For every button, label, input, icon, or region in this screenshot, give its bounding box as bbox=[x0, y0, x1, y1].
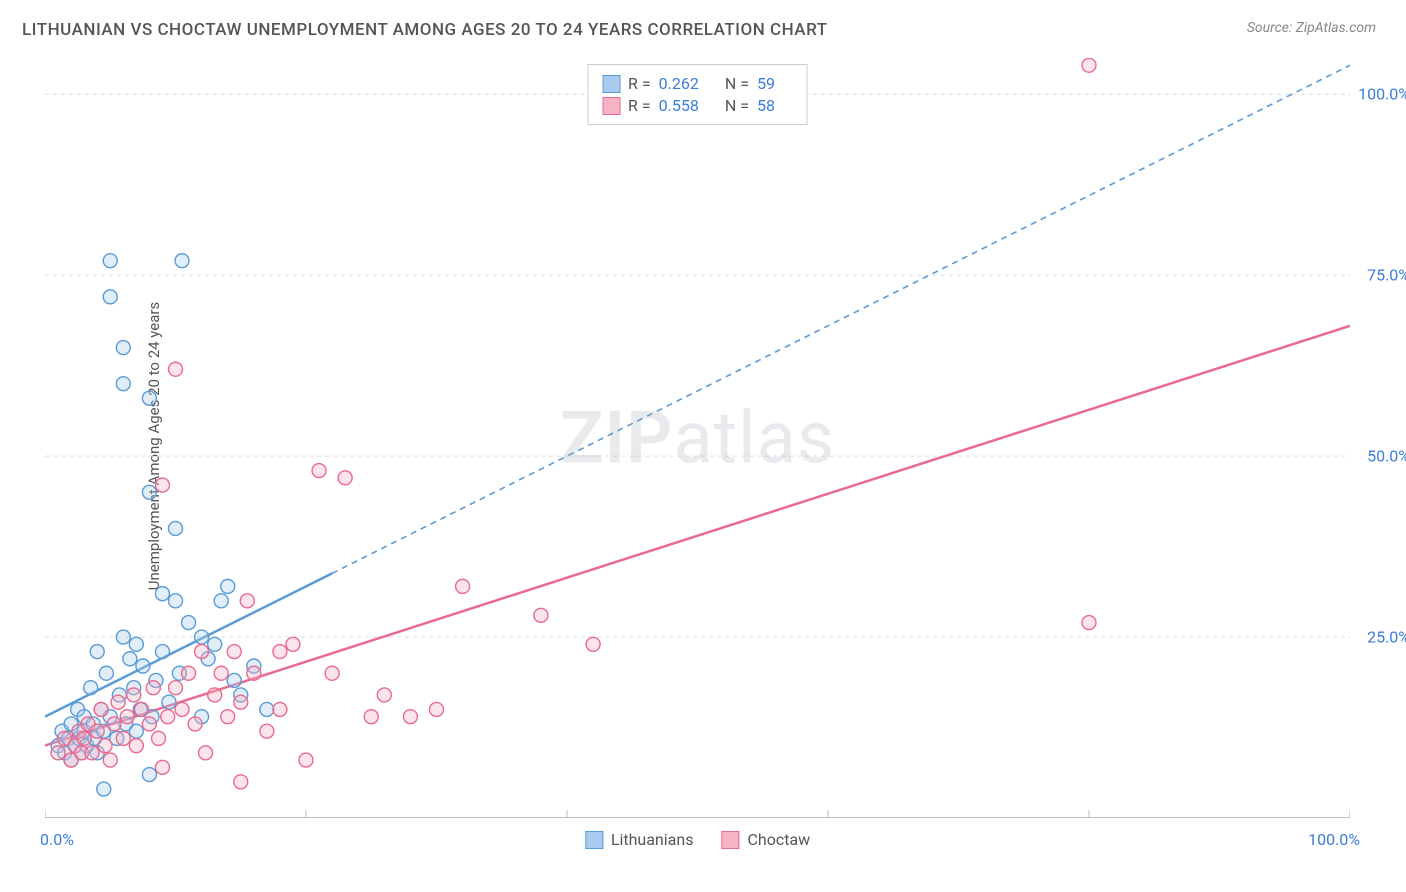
y-tick-label: 25.0% bbox=[1367, 628, 1406, 647]
swatch-lithuanians bbox=[602, 75, 620, 93]
legend-item-lithuanians: Lithuanians bbox=[585, 830, 694, 849]
source-attribution: Source: ZipAtlas.com bbox=[1247, 20, 1376, 36]
series-legend: Lithuanians Choctaw bbox=[585, 830, 810, 849]
stats-row-choctaw: R = 0.558 N = 58 bbox=[602, 96, 793, 115]
x-axis-start-label: 0.0% bbox=[40, 830, 74, 849]
n-value-choctaw: 58 bbox=[757, 96, 775, 115]
swatch-choctaw-icon bbox=[721, 831, 739, 849]
stats-legend: R = 0.262 N = 59 R = 0.558 N = 58 bbox=[587, 64, 808, 125]
legend-item-choctaw: Choctaw bbox=[721, 830, 810, 849]
y-tick-label: 75.0% bbox=[1367, 266, 1406, 285]
legend-label-choctaw: Choctaw bbox=[747, 830, 810, 849]
n-value-lithuanians: 59 bbox=[757, 74, 775, 93]
y-tick-label: 50.0% bbox=[1367, 447, 1406, 466]
plot-area: ZIPatlas R = 0.262 N = 59 R = 0.558 N = … bbox=[45, 58, 1350, 818]
swatch-choctaw bbox=[602, 97, 620, 115]
scatter-plot-svg bbox=[45, 58, 1350, 818]
x-axis-end-label: 100.0% bbox=[1308, 830, 1360, 849]
r-value-choctaw: 0.558 bbox=[659, 96, 699, 115]
y-tick-label: 100.0% bbox=[1358, 85, 1406, 104]
r-value-lithuanians: 0.262 bbox=[659, 74, 699, 93]
swatch-lithuanians-icon bbox=[585, 831, 603, 849]
chart-container: LITHUANIAN VS CHOCTAW UNEMPLOYMENT AMONG… bbox=[0, 0, 1406, 892]
legend-label-lithuanians: Lithuanians bbox=[611, 830, 694, 849]
chart-title: LITHUANIAN VS CHOCTAW UNEMPLOYMENT AMONG… bbox=[22, 20, 828, 40]
stats-row-lithuanians: R = 0.262 N = 59 bbox=[602, 74, 793, 93]
